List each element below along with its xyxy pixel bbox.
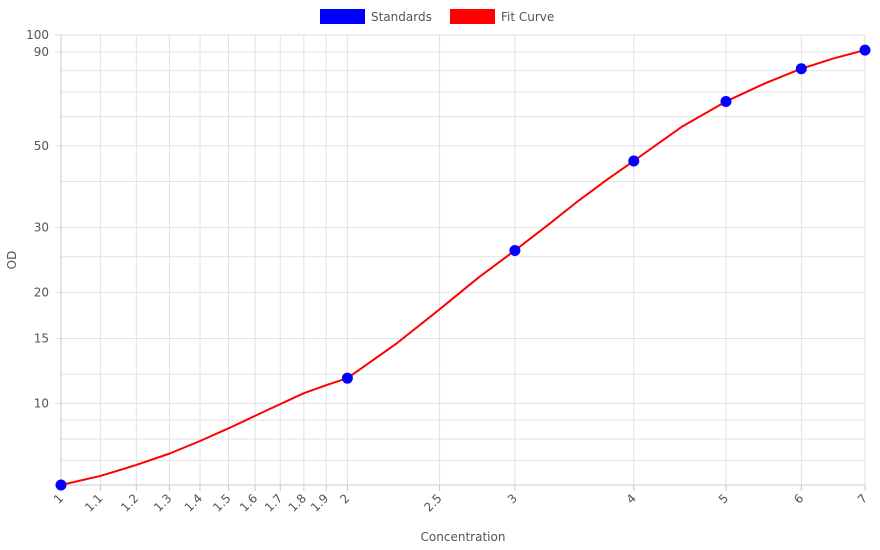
x-tick-label: 1.5 [210,491,233,514]
x-tick-label: 1.8 [286,491,309,514]
x-tick-label: 2.5 [421,491,444,514]
standards-point[interactable] [859,44,871,56]
y-tick-label: 20 [34,285,49,299]
axes [60,35,866,491]
y-tick-label: 15 [34,331,49,345]
legend-item-fit-curve[interactable]: Fit Curve [450,9,554,24]
y-tick-label: 90 [34,45,49,59]
legend-label-standards: Standards [371,10,432,24]
standards-point[interactable] [341,372,353,384]
x-tick-label: 3 [505,491,520,506]
x-tick-label: 1.6 [237,491,260,514]
y-tick-label: 100 [26,28,49,42]
standards-point[interactable] [509,244,521,256]
standards-point[interactable] [628,155,640,167]
x-tick-label: 5 [716,491,731,506]
x-tick-label: 6 [791,491,806,506]
x-axis-title: Concentration [421,530,506,544]
x-tick-label: 7 [855,491,870,506]
x-tick-label: 1.3 [151,491,174,514]
standards-series [55,44,871,491]
x-tick-label: 1.4 [182,491,205,514]
x-tick-label: 1 [51,491,66,506]
y-tick-label: 10 [34,396,49,410]
x-tick-label: 1.2 [118,491,141,514]
y-tick-label: 50 [34,139,49,153]
standards-point[interactable] [720,95,732,107]
grid [55,34,866,486]
legend-swatch-standards [320,9,365,24]
x-tick-label: 1.7 [262,491,285,514]
x-tick-label: 1.9 [308,491,331,514]
y-axis-title: OD [5,251,19,270]
legend-label-fit-curve: Fit Curve [501,10,554,24]
x-tick-label: 4 [624,491,639,506]
standards-point[interactable] [795,63,807,75]
legend: Standards Fit Curve [320,9,554,24]
standards-point[interactable] [55,479,67,491]
x-tick-label: 1.1 [82,491,105,514]
y-tick-label: 30 [34,221,49,235]
x-tick-label: 2 [337,491,352,506]
legend-item-standards[interactable]: Standards [320,9,432,24]
legend-swatch-fit-curve [450,9,495,24]
tick-labels: 1 1.1 1.2 1.3 1.4 1.5 1.6 1.7 1.81.9 2 2.5 3 4 5 6 7 10 1… [26,28,870,515]
